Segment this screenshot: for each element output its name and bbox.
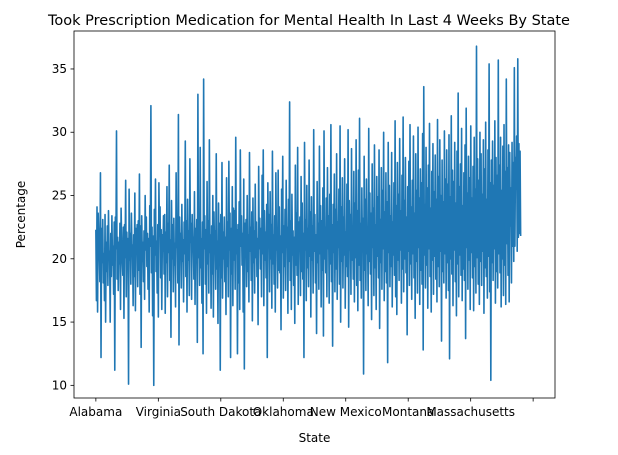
x-tick-label: New Mexico [310,405,382,419]
x-axis-label: State [299,431,331,445]
y-axis-label: Percentage [14,181,28,249]
series-line [95,45,522,387]
axes-layer: 10 15 20 25 30 35 Alabama Virginia South DakotaO… [52,62,534,419]
x-tick-label: South Dakota [180,405,261,419]
y-tick-label: 15 [52,315,67,329]
x-tick-label: Montana [382,405,434,419]
y-tick-label: 20 [52,252,67,266]
y-tick-label: 35 [52,62,67,76]
x-tick-label: Oklahoma [253,405,314,419]
x-tick-label: Virginia [136,405,181,419]
x-tick-label: Alabama [69,405,122,419]
x-tick-label: Massachusetts [426,405,515,419]
y-tick-label: 10 [52,378,67,392]
plot-area-frame [73,30,556,399]
y-tick-label: 30 [52,125,67,139]
chart-title: Took Prescription Medication for Mental … [47,13,570,29]
series-layer [95,45,522,387]
y-tick-label: 25 [52,189,67,203]
